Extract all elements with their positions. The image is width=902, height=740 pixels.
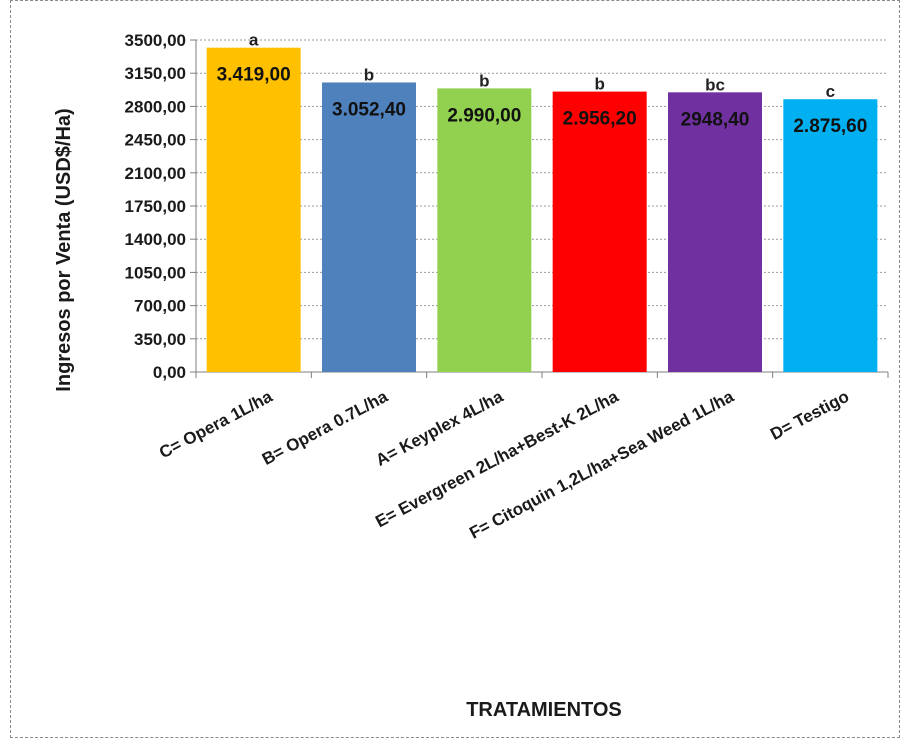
bars bbox=[206, 47, 878, 373]
y-tick-label: 1750,00 bbox=[125, 197, 186, 216]
axes bbox=[190, 39, 889, 378]
bar bbox=[437, 88, 532, 373]
bar bbox=[668, 92, 762, 373]
y-axis-title: Ingresos por Venta (USD$/Ha) bbox=[53, 108, 75, 391]
gridlines bbox=[196, 39, 888, 340]
significance-label: b bbox=[364, 65, 374, 84]
x-tick-label: C= Opera 1L/ha bbox=[156, 387, 276, 463]
significance-label: b bbox=[479, 71, 489, 90]
x-axis-title: TRATAMIENTOS bbox=[466, 699, 622, 721]
y-tick-label: 0,00 bbox=[153, 363, 186, 382]
value-label: 2.956,20 bbox=[563, 109, 637, 130]
y-tick-label: 2450,00 bbox=[125, 131, 186, 150]
y-tick-label: 350,00 bbox=[134, 330, 186, 349]
value-label: 2.990,00 bbox=[447, 105, 521, 126]
bar bbox=[322, 82, 416, 372]
y-tick-label: 3150,00 bbox=[125, 64, 186, 83]
data-labels: 3.419,00 a 3.052,40 b 2.990,00 b 2.956,20 b 2948… bbox=[217, 31, 868, 138]
bar bbox=[206, 47, 301, 372]
value-label: 3.419,00 bbox=[217, 65, 291, 86]
chart-frame bbox=[10, 0, 900, 738]
significance-label: b bbox=[594, 75, 604, 94]
value-label: 3.052,40 bbox=[332, 99, 406, 120]
y-tick-label: 2100,00 bbox=[125, 164, 186, 183]
value-label: 2948,40 bbox=[681, 109, 750, 130]
bar bbox=[552, 91, 647, 372]
x-tick-label: B= Opera 0.7L/ha bbox=[259, 387, 391, 469]
y-tick-label: 700,00 bbox=[134, 297, 186, 316]
bar bbox=[783, 99, 878, 373]
significance-label: c bbox=[826, 82, 835, 101]
significance-label: bc bbox=[705, 75, 725, 94]
y-tick-label: 3500,00 bbox=[125, 31, 186, 50]
y-tick-label: 2800,00 bbox=[125, 97, 186, 116]
y-tick-label: 1400,00 bbox=[125, 230, 186, 249]
y-tick-label: 1050,00 bbox=[125, 263, 186, 282]
value-label: 2.875,60 bbox=[793, 116, 867, 137]
significance-label: a bbox=[249, 31, 259, 50]
x-tick-label: D= Testigo bbox=[767, 387, 852, 444]
